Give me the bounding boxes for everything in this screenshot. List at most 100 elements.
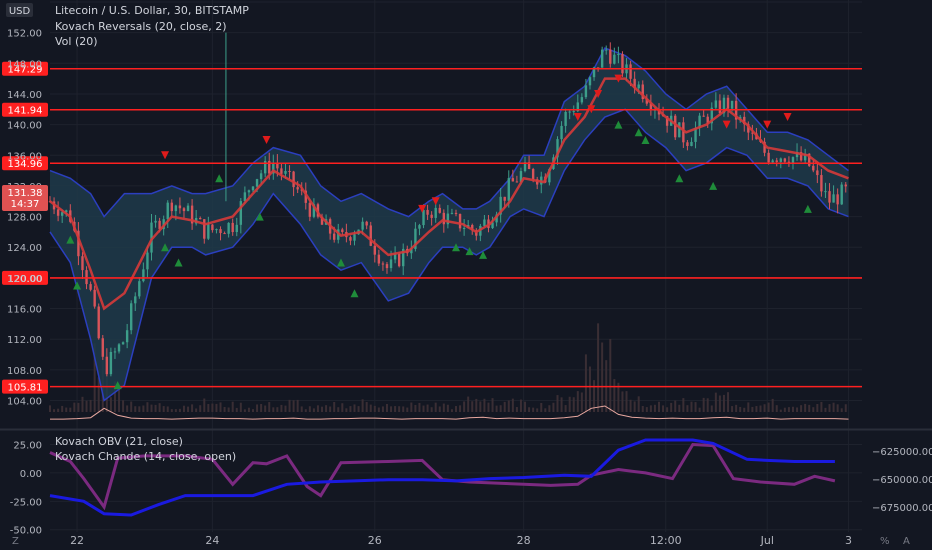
candle-body bbox=[182, 208, 186, 212]
volume-bar bbox=[438, 406, 441, 412]
obv-tick-label: −650000.00 bbox=[872, 475, 932, 486]
volume-bar bbox=[597, 323, 600, 412]
horizontal-levels[interactable]: 147.29 141.94 134.96 120.00 105.81 bbox=[2, 61, 862, 394]
candle-body bbox=[458, 213, 462, 229]
volume-bar bbox=[572, 397, 575, 412]
volume-bar bbox=[475, 398, 478, 412]
candle-body bbox=[434, 207, 437, 218]
symbol-title: Litecoin / U.S. Dollar, 30, BITSTAMP bbox=[55, 4, 249, 17]
price-axis[interactable]: 104.00 108.00 112.00 116.00 120.00 124.00 128.… bbox=[0, 0, 48, 550]
volume-bar bbox=[487, 402, 490, 412]
volume-bar bbox=[804, 403, 807, 412]
candle-body bbox=[65, 210, 68, 213]
volume-bar bbox=[260, 404, 263, 412]
lower-tick-label: -50.00 bbox=[10, 526, 42, 537]
volume-bar bbox=[511, 398, 514, 412]
level-badge bbox=[2, 61, 48, 76]
candle-body bbox=[385, 264, 389, 269]
candle-body bbox=[255, 179, 259, 187]
volume-bar bbox=[321, 406, 324, 412]
countdown-label: 14:37 bbox=[11, 199, 40, 210]
candle-body bbox=[410, 248, 413, 254]
indicator-kovach-chande[interactable]: Kovach Chande (14, close, open) bbox=[55, 450, 236, 463]
indicator-right-axis[interactable]: −625000.00 −650000.00 −675000.00 bbox=[872, 447, 932, 514]
volume-bar bbox=[199, 405, 202, 412]
buy-marker bbox=[336, 258, 345, 267]
currency-badge[interactable] bbox=[6, 3, 33, 17]
candle-body bbox=[718, 100, 722, 114]
volume-bar bbox=[207, 404, 210, 412]
buy-marker bbox=[350, 289, 359, 298]
volume-bar bbox=[467, 396, 470, 412]
candle-body bbox=[454, 212, 458, 214]
candle-body bbox=[333, 233, 336, 240]
volume-bar bbox=[385, 404, 388, 412]
zoom-icon[interactable]: Z bbox=[12, 536, 19, 547]
candle-body bbox=[568, 111, 571, 113]
volume-bar bbox=[499, 405, 502, 412]
volume-bar bbox=[146, 402, 149, 412]
candle-body bbox=[430, 214, 433, 218]
indicator-kovach-reversals[interactable]: Kovach Reversals (20, close, 2) bbox=[55, 20, 227, 33]
candle-body bbox=[117, 344, 121, 352]
volume-bar bbox=[381, 406, 384, 412]
volume-bar bbox=[767, 402, 770, 412]
candle-body bbox=[743, 116, 746, 125]
volume-bar bbox=[235, 407, 238, 412]
volume-bar bbox=[390, 406, 393, 412]
volume-bar bbox=[402, 406, 405, 412]
candle-body bbox=[211, 224, 214, 231]
candle-body bbox=[706, 116, 709, 124]
candle-body bbox=[702, 115, 705, 117]
volume-bar bbox=[414, 404, 417, 412]
volume-bar bbox=[69, 407, 72, 412]
candle-body bbox=[422, 209, 425, 226]
volume-bar bbox=[645, 407, 648, 412]
candle-body bbox=[353, 234, 356, 241]
lower-tick-label: -25.00 bbox=[10, 497, 42, 508]
candle-body bbox=[483, 219, 486, 226]
candle-body bbox=[227, 222, 230, 234]
candle-body bbox=[726, 97, 730, 109]
volume-bar bbox=[759, 405, 762, 412]
volume-bar bbox=[714, 392, 717, 412]
volume-bar bbox=[739, 406, 742, 412]
volume-bar bbox=[471, 401, 474, 412]
volume-bar bbox=[682, 398, 685, 412]
indicator-kovach-obv[interactable]: Kovach OBV (21, close) bbox=[55, 435, 183, 448]
volume-bar bbox=[333, 401, 336, 412]
volume-bar bbox=[593, 380, 596, 412]
percent-scale-icon[interactable]: % bbox=[880, 536, 890, 547]
volume-bar bbox=[536, 408, 539, 412]
volume-bar bbox=[430, 407, 433, 412]
auto-scale-icon[interactable]: A bbox=[903, 536, 910, 547]
volume-bar bbox=[840, 408, 843, 412]
volume-bar bbox=[182, 405, 185, 412]
volume-bar bbox=[727, 392, 730, 412]
volume-bar bbox=[154, 404, 157, 412]
indicator-volume[interactable]: Vol (20) bbox=[55, 35, 98, 48]
candle-body bbox=[548, 169, 551, 183]
time-axis[interactable]: 22 24 26 28 12:00 Jul 3 bbox=[70, 534, 852, 547]
price-tick-label: 124.00 bbox=[7, 243, 42, 254]
volume-bar bbox=[357, 406, 360, 412]
candle-body bbox=[219, 229, 222, 234]
volume-bar bbox=[122, 400, 125, 412]
level-badge bbox=[2, 156, 48, 171]
volume-bar bbox=[653, 404, 656, 412]
candle-body bbox=[665, 115, 669, 126]
candle-body bbox=[592, 67, 596, 78]
volume-bar bbox=[203, 398, 206, 412]
volume-bar bbox=[459, 405, 462, 412]
buy-marker bbox=[675, 174, 684, 183]
candle-body bbox=[730, 100, 734, 109]
volume-bar bbox=[528, 407, 531, 412]
volume-bar bbox=[820, 401, 823, 412]
volume-bar bbox=[580, 392, 583, 412]
candle-body bbox=[381, 263, 385, 265]
buy-marker bbox=[709, 181, 718, 190]
candle-body bbox=[272, 162, 275, 174]
volume-bar bbox=[731, 406, 734, 412]
price-tick-label: 152.00 bbox=[7, 29, 42, 40]
